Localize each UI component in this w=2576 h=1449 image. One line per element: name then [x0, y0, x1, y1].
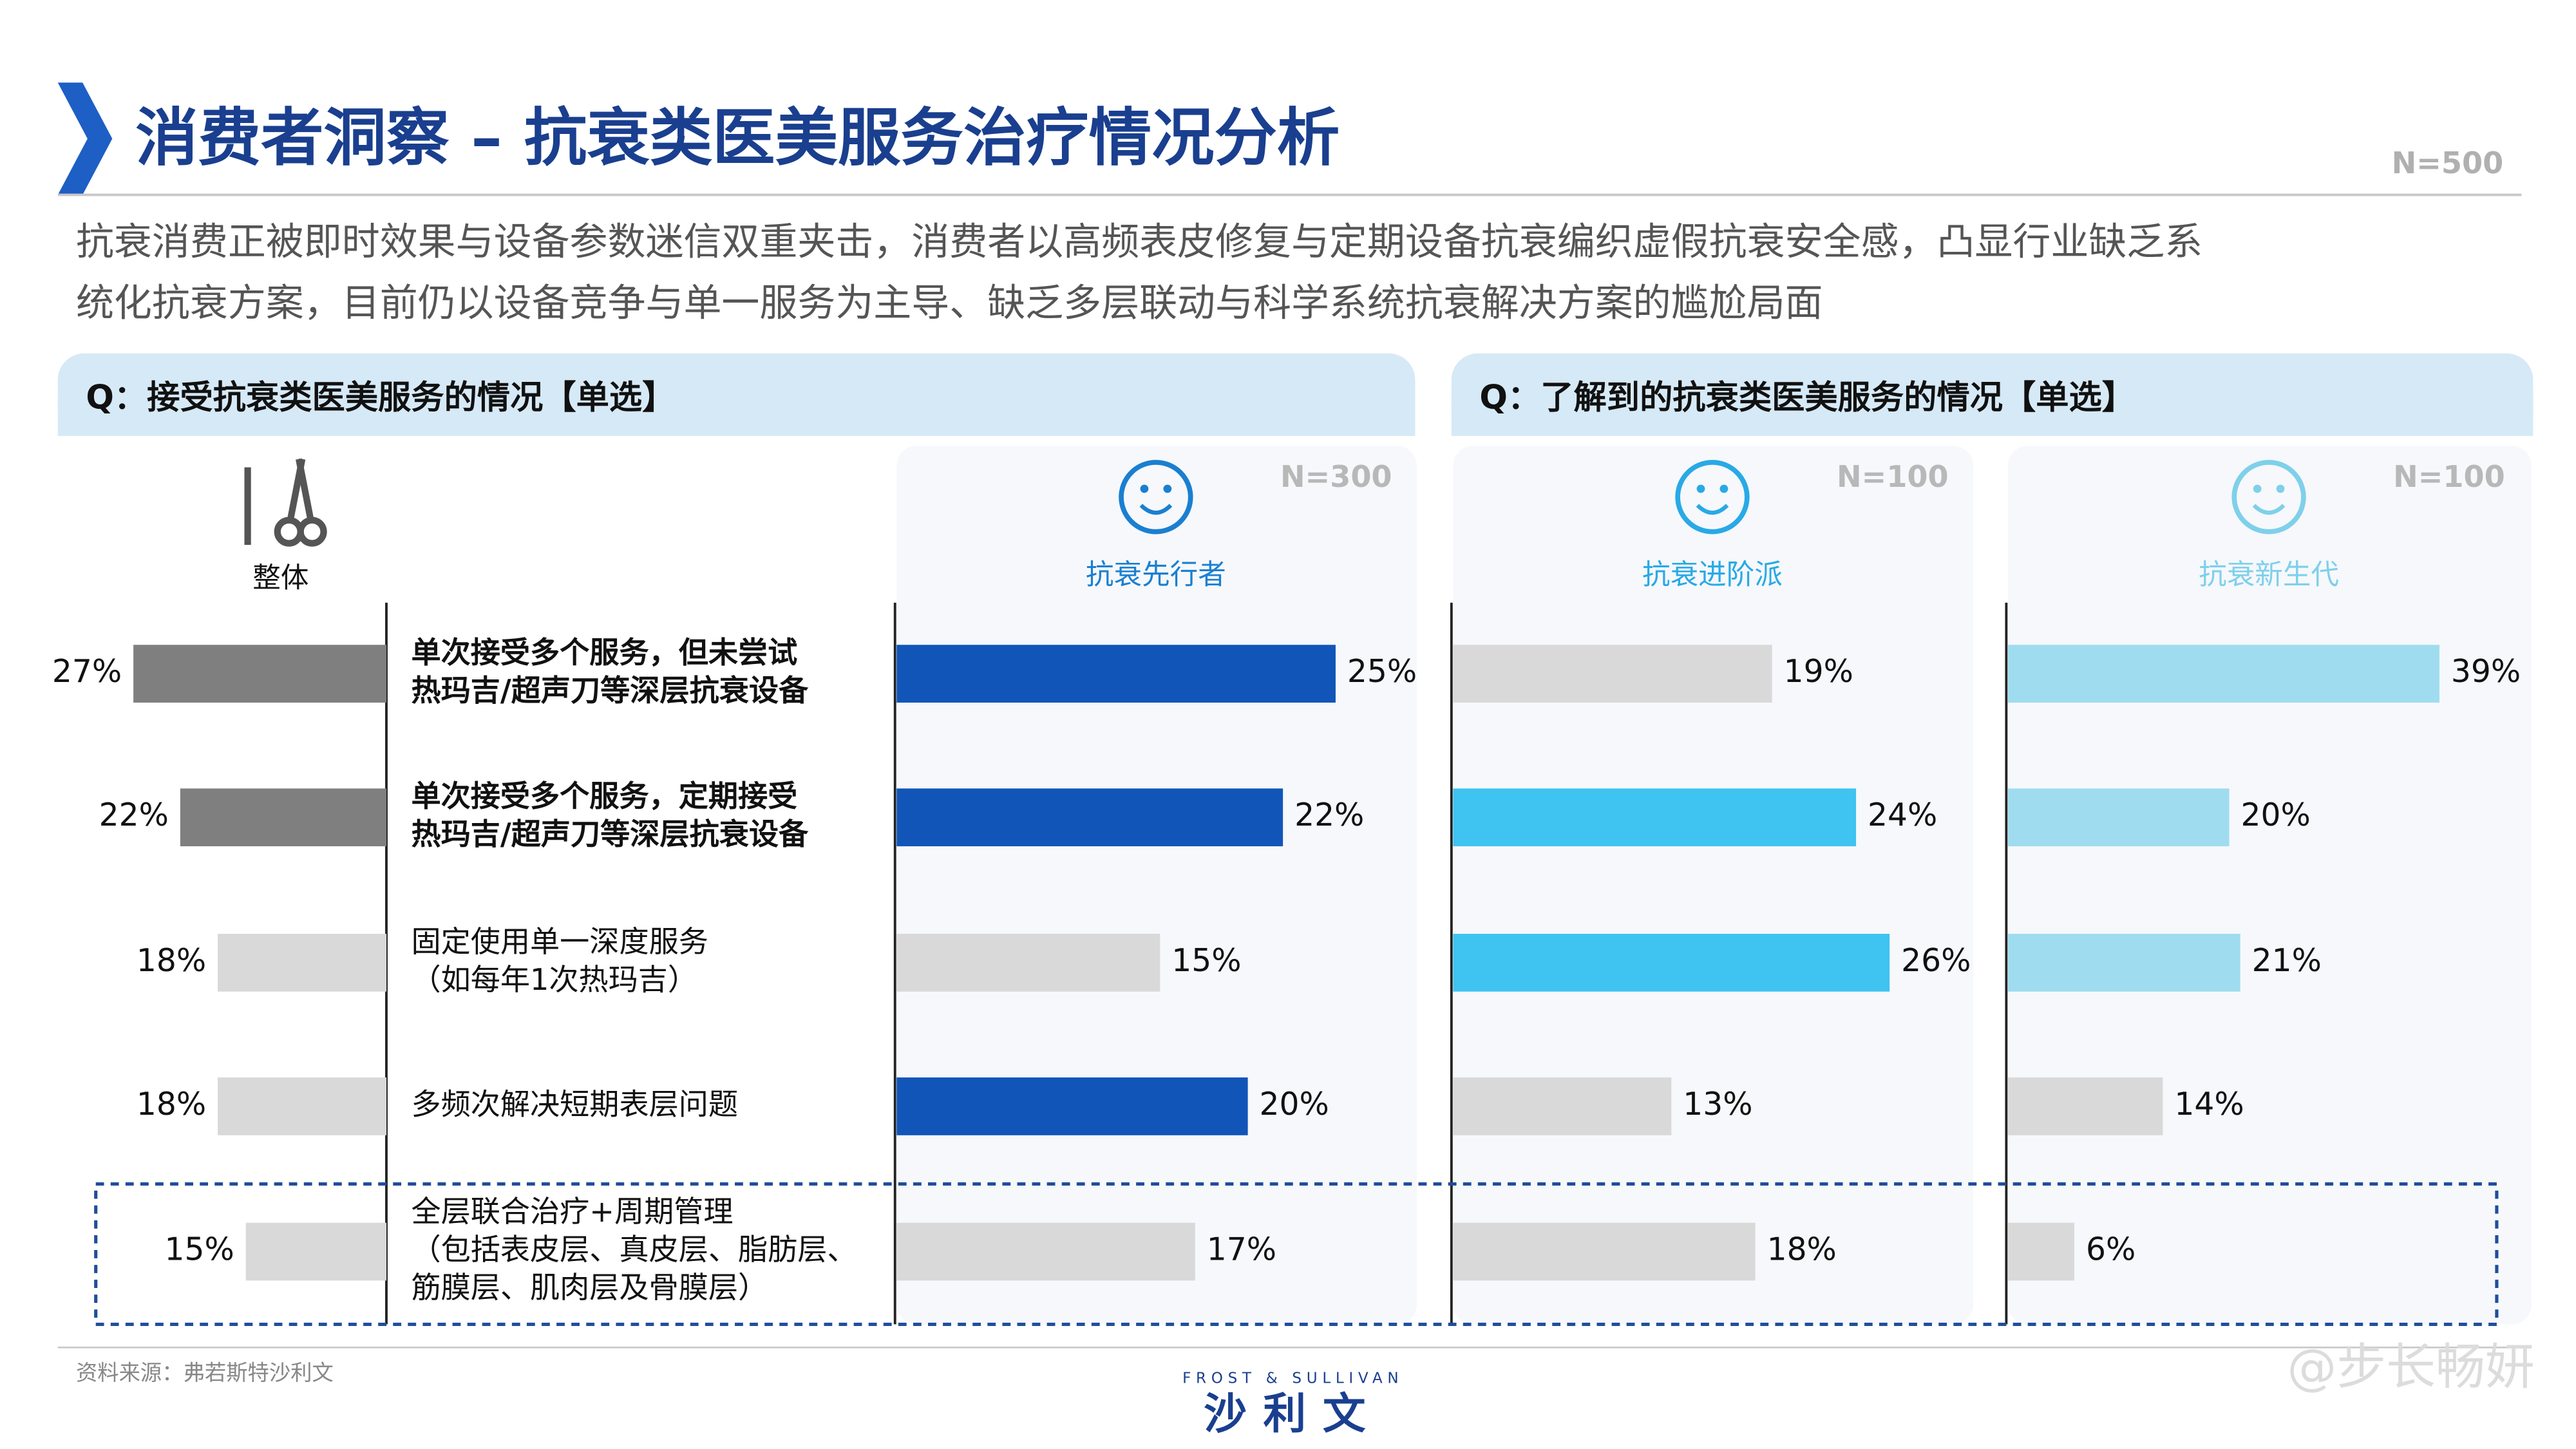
bar: [1453, 788, 1857, 847]
value-label: 18%: [1767, 1232, 1837, 1268]
logo-en: FROST & SULLIVAN: [1182, 1370, 1403, 1387]
value-label: 20%: [1260, 1086, 1329, 1122]
summary-line: 统化抗衰方案，目前仍以设备竞争与单一服务为主导、缺乏多层联动与科学系统抗衰解决方…: [76, 280, 1823, 325]
question: Q：了解到的抗衰类医美服务的情况【单选】: [1479, 379, 2135, 417]
bar: [1453, 645, 1772, 703]
bar: [2007, 1077, 2163, 1135]
category-label: 固定使用单一深度服务: [411, 924, 708, 959]
smiley-icon: [1675, 460, 1750, 535]
value-label: 18%: [137, 1086, 206, 1122]
category-label: （如每年1次热玛吉）: [411, 962, 697, 997]
value-label: 14%: [2174, 1086, 2244, 1122]
title: 消费者洞察 – 抗衰类医美服务治疗情况分析: [135, 101, 1340, 174]
value-label: 17%: [1207, 1232, 1276, 1268]
tools-icon: [244, 458, 327, 547]
bar: [218, 1077, 386, 1135]
category-label: 单次接受多个服务，定期接受: [411, 779, 797, 813]
value-label: 27%: [52, 654, 122, 690]
category-label: （包括表皮层、真皮层、脂肪层、: [411, 1232, 857, 1267]
smiley-eye: [1696, 484, 1705, 493]
value-label: 22%: [99, 797, 169, 833]
value-label: 26%: [1901, 943, 1971, 979]
group-name: 抗衰进阶派: [1642, 559, 1783, 591]
bar: [896, 645, 1336, 703]
category-label: 筋膜层、肌肉层及骨膜层）: [411, 1270, 768, 1305]
smiley-eye: [2253, 484, 2262, 493]
smiley-eye: [1719, 484, 1728, 493]
value-label: 22%: [1294, 797, 1364, 833]
group-sample: N=100: [1837, 459, 1949, 494]
sample-size: N=500: [2392, 146, 2504, 180]
bar: [896, 934, 1160, 992]
highlight-box: [94, 1182, 2499, 1326]
bar: [245, 1222, 386, 1281]
smiley-eye: [2276, 484, 2285, 493]
bar: [1453, 1077, 1672, 1135]
value-label: 20%: [2240, 797, 2310, 833]
question-band: [1451, 396, 2533, 436]
group-sample: N=300: [1280, 459, 1392, 494]
bar: [180, 788, 386, 847]
bar: [896, 1077, 1248, 1135]
bar: [133, 645, 386, 703]
value-label: 13%: [1683, 1086, 1752, 1122]
value-label: 6%: [2086, 1232, 2136, 1268]
question: Q：接受抗衰类医美服务的情况【单选】: [86, 379, 675, 417]
group-name: 抗衰新生代: [2199, 559, 2339, 591]
group-sample: N=100: [2393, 459, 2505, 494]
bar: [1453, 934, 1890, 992]
bar: [2007, 788, 2230, 847]
value-label: 15%: [165, 1232, 234, 1268]
smiley-mouth: [2252, 504, 2286, 515]
value-label: 21%: [2252, 943, 2322, 979]
smiley-mouth: [1696, 504, 1729, 515]
summary-line: 抗衰消费正被即时效果与设备参数迷信双重夹击，消费者以高频表皮修复与定期设备抗衰编…: [76, 220, 2202, 264]
value-label: 39%: [2451, 654, 2521, 690]
title-chevron: [57, 82, 113, 195]
smiley-mouth: [1139, 504, 1173, 515]
smiley-icon: [1119, 460, 1193, 535]
category-label: 多频次解决短期表层问题: [411, 1086, 738, 1121]
bar: [2007, 1222, 2075, 1281]
bar: [896, 1222, 1195, 1281]
value-label: 18%: [137, 943, 206, 979]
question-band: [57, 396, 1416, 436]
watermark: @步长畅妍: [2287, 1339, 2535, 1396]
group-name: 抗衰先行者: [1086, 559, 1226, 591]
smiley-eye: [1163, 484, 1172, 493]
logo-cn: 沙利文: [1204, 1388, 1382, 1439]
source: 资料来源：弗若斯特沙利文: [76, 1360, 334, 1385]
bar: [896, 788, 1283, 847]
bar: [2007, 645, 2439, 703]
bar: [2007, 934, 2240, 992]
value-label: 24%: [1868, 797, 1937, 833]
bar: [218, 934, 386, 992]
category-label: 单次接受多个服务，但未尝试: [411, 635, 797, 670]
category-label: 热玛吉/超声刀等深层抗衰设备: [411, 817, 809, 851]
smiley-icon: [2231, 460, 2306, 535]
category-label: 热玛吉/超声刀等深层抗衰设备: [411, 673, 809, 708]
bar: [1453, 1222, 1756, 1281]
value-label: 15%: [1171, 943, 1241, 979]
smiley-eye: [1140, 484, 1149, 493]
value-label: 19%: [1784, 654, 1853, 690]
value-label: 25%: [1347, 654, 1417, 690]
category-label: 全层联合治疗+周期管理: [411, 1194, 733, 1229]
group-name: 整体: [252, 562, 308, 594]
